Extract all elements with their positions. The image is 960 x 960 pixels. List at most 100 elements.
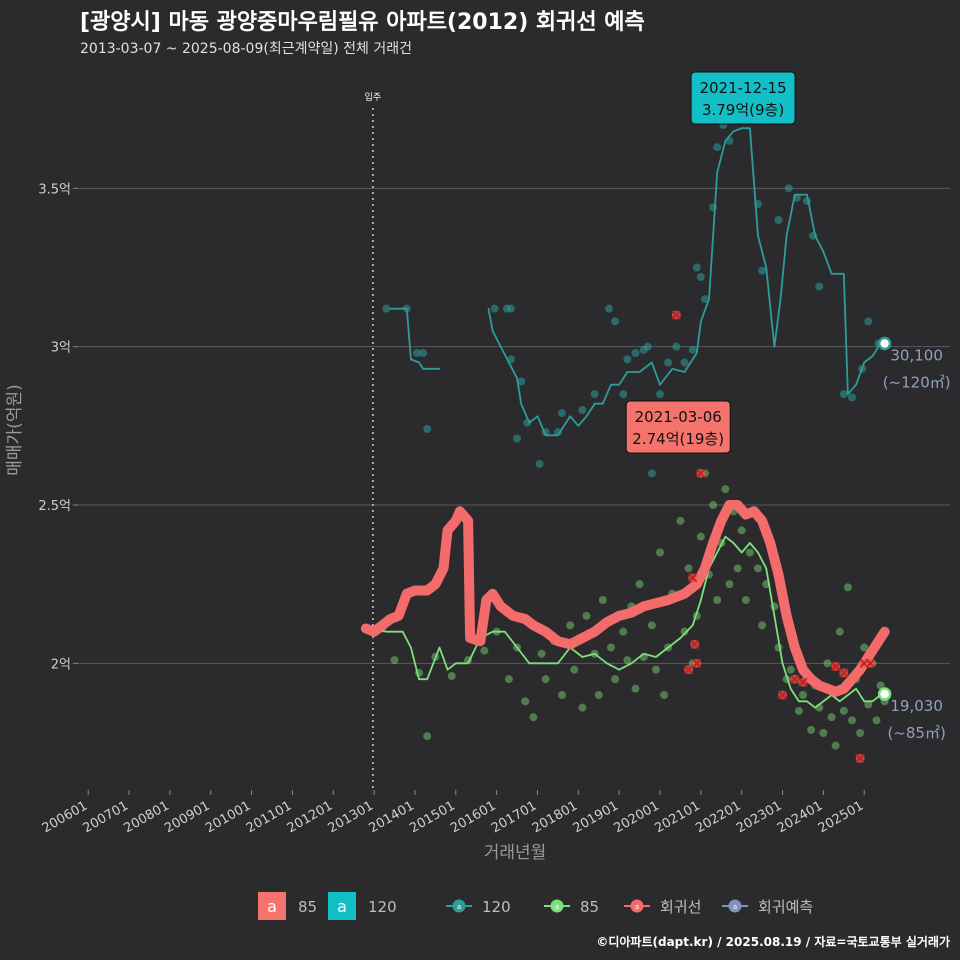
scatter-point-85: [737, 526, 746, 535]
scatter-point-85: [741, 596, 750, 604]
scatter-point-85: [807, 725, 816, 734]
callouts: 2021-12-15 3.79억(9층) 2021-03-06 2.74억(19층): [625, 71, 796, 454]
scatter-point-120: [412, 349, 421, 357]
scatter-point-85: [660, 691, 669, 699]
x-tick-label: 202201: [693, 798, 743, 836]
end-label-value: 19,030: [890, 697, 943, 715]
scatter-point-85: [521, 697, 530, 706]
regression-x-mark: [790, 674, 800, 684]
move-in-marker: 입주: [365, 91, 382, 790]
end-label-value: 30,100: [890, 347, 943, 365]
scatter-point-85: [872, 716, 881, 725]
callout-box-85: [625, 400, 731, 454]
move-in-label: 입주: [365, 91, 382, 103]
legend-dot: [452, 899, 466, 913]
x-tick-label: 201401: [366, 798, 416, 836]
scatter-point-120: [713, 143, 722, 152]
series-line-120: [389, 127, 882, 437]
scatter-point-85: [557, 691, 566, 699]
legend-label: 120: [368, 898, 397, 916]
scatter-point-120: [590, 390, 599, 399]
scatter-point-85: [578, 703, 587, 712]
legend-dot-glyph: a: [457, 903, 461, 911]
scatter-point-85: [447, 672, 456, 680]
scatter-point-120: [423, 425, 432, 433]
scatter-point-120: [688, 345, 697, 354]
legend-label: 회귀선: [660, 898, 701, 916]
x-tick-label: 201301: [326, 798, 376, 836]
scatter-point-120: [631, 349, 640, 357]
scatter-point-120: [513, 434, 522, 443]
x-axis-title: 거래년월: [484, 843, 547, 863]
scatter-point-85: [839, 706, 848, 715]
scatter-point-85: [651, 665, 660, 674]
scatter-point-85: [786, 665, 795, 674]
scatter-point-85: [684, 564, 693, 573]
scatter-point-85: [835, 627, 844, 636]
scatter-point-85: [656, 548, 665, 557]
scatter-point-85: [541, 675, 550, 684]
scatter-point-120: [864, 317, 873, 326]
scatter-point-85: [537, 649, 546, 658]
x-tick-label: 200701: [81, 798, 131, 836]
scatter-point-85: [680, 627, 689, 636]
chart-subtitle: 2013-03-07 ~ 2025-08-09(최근계약일) 전체 거래건: [80, 41, 412, 57]
scatter-point-120: [604, 304, 613, 313]
scatter-point-85: [847, 716, 856, 725]
regression-x-mark: [684, 665, 694, 675]
scatter-point-85: [725, 580, 734, 589]
regression-x-mark: [692, 658, 702, 668]
legend: a 85 a 120 a 120 a 85 a 회귀선 a 회귀예측: [258, 892, 813, 920]
scatter-point-85: [864, 700, 873, 709]
y-axis-ticks: 2억 2.5억 3억 3.5억: [38, 182, 78, 672]
callout-date: 2021-03-06: [635, 408, 722, 426]
scatter-point-120: [535, 459, 544, 468]
scatter-point-120: [419, 349, 428, 357]
scatter-point-85: [823, 659, 832, 668]
scatter-point-120: [553, 428, 562, 437]
scatter-point-85: [619, 627, 628, 636]
scatter-point-120: [784, 184, 793, 193]
scatter-point-85: [713, 596, 722, 604]
x-tick-label: 201101: [244, 798, 294, 836]
scatter-point-85: [876, 681, 885, 690]
scatter-point-120: [758, 266, 767, 275]
regression-x-mark: [855, 753, 865, 763]
legend-label: 85: [298, 898, 317, 916]
end-label-area: (~85㎡): [887, 724, 945, 742]
scatter-point-85: [696, 532, 705, 541]
x-tick-label: 201201: [285, 798, 335, 836]
legend-swatch-85: [258, 892, 286, 920]
scatter-point-120: [815, 282, 824, 291]
legend-label: 회귀예측: [758, 898, 813, 916]
scatter-point-85: [570, 665, 579, 674]
scatter-point-85: [504, 675, 513, 684]
callout-date: 2021-12-15: [699, 79, 786, 97]
scatter-point-120: [680, 358, 689, 367]
scatter-point-85: [611, 675, 620, 684]
legend-dot: [630, 899, 644, 913]
legend-dot: [728, 899, 742, 913]
scatter-point-85: [754, 564, 763, 573]
scatter-point-85: [623, 656, 632, 665]
scatter-point-120: [664, 358, 673, 367]
scatter-point-85: [758, 621, 767, 630]
legend-label: 85: [580, 898, 599, 916]
scatter-point-120: [847, 393, 856, 402]
end-labels: 30,100 (~120㎡) 19,030 (~85㎡): [877, 336, 951, 742]
chart-title: [광양시] 마동 광양중마우림필유 아파트(2012) 회귀선 예측: [80, 10, 645, 35]
scatter-point-120: [692, 263, 701, 272]
x-tick-label: 201601: [448, 798, 498, 836]
series-line-85: [369, 535, 882, 709]
legend-dot-glyph: a: [555, 903, 559, 911]
scatter-point-85: [794, 706, 803, 715]
series-line-회귀선: [360, 500, 890, 697]
x-tick-label: 202001: [612, 798, 662, 836]
scatter-point-85: [529, 713, 538, 722]
x-axis-ticks: 2006012007012008012009012010012011012012…: [40, 790, 866, 836]
scatter-points: [378, 92, 889, 750]
scatter-point-120: [623, 355, 632, 364]
legend-dot: [550, 899, 564, 913]
x-tick-label: 200901: [162, 798, 212, 836]
gridlines: [78, 187, 950, 664]
